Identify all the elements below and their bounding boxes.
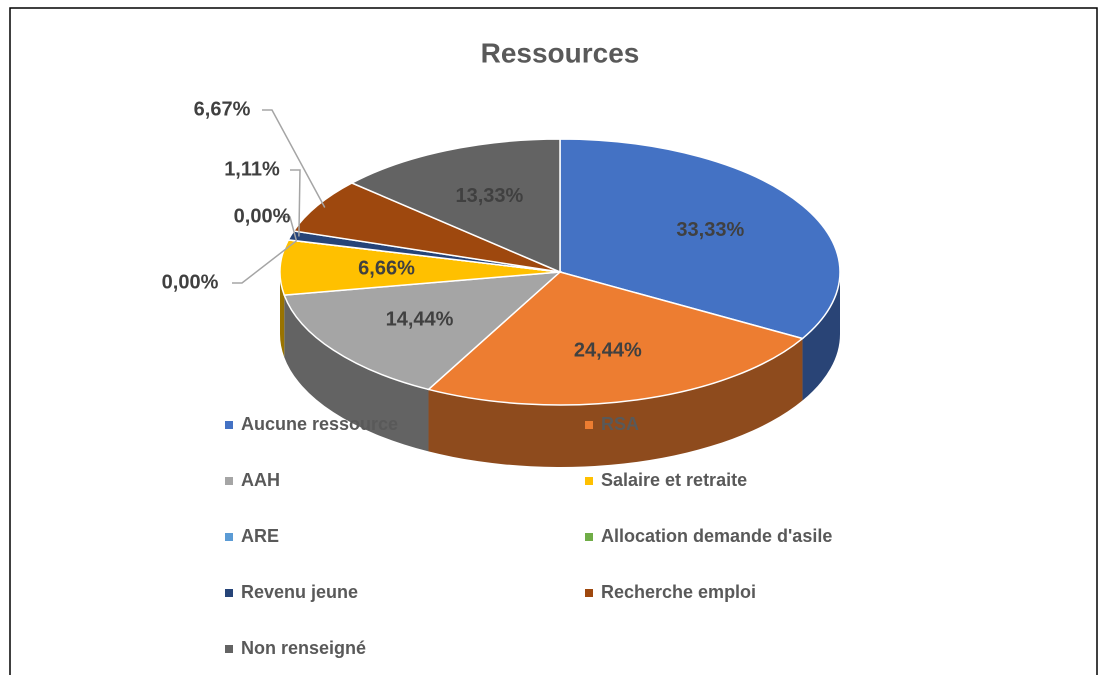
legend-label: ARE — [241, 526, 279, 546]
chart-title: Ressources — [481, 37, 640, 68]
frame — [9, 7, 1098, 675]
slice-side — [284, 295, 429, 452]
legend-label: Salaire et retraite — [601, 470, 747, 490]
data-label: 1,11% — [224, 158, 280, 180]
legend-swatch — [225, 421, 233, 429]
legend-swatch — [225, 589, 233, 597]
legend-label: Aucune ressource — [241, 414, 398, 434]
slice — [559, 138, 841, 340]
slice — [350, 138, 561, 274]
legend-label: RSA — [601, 414, 639, 434]
leader-line — [262, 109, 326, 208]
data-label: 33,33% — [676, 219, 744, 241]
slice — [292, 182, 561, 273]
data-label: 0,00% — [162, 271, 219, 293]
slice-side — [802, 272, 840, 401]
data-label: 6,66% — [358, 257, 415, 279]
slice — [283, 271, 563, 391]
leader-line — [290, 169, 301, 237]
legend-label: Revenu jeune — [241, 582, 358, 602]
slice — [279, 239, 561, 296]
data-label: 6,67% — [194, 98, 251, 120]
legend-swatch — [225, 533, 233, 541]
legend-label: Recherche emploi — [601, 582, 756, 602]
data-label: 0,00% — [234, 205, 291, 227]
legend-swatch — [225, 477, 233, 485]
legend-swatch — [585, 589, 593, 597]
legend-label: Non renseigné — [241, 638, 366, 658]
legend-swatch — [585, 533, 593, 541]
data-label: 13,33% — [455, 185, 523, 207]
data-label: 24,44% — [574, 340, 642, 362]
legend-swatch — [225, 645, 233, 653]
legend-swatch — [585, 421, 593, 429]
slice — [426, 271, 805, 406]
data-label: 14,44% — [386, 309, 454, 331]
legend-swatch — [585, 477, 593, 485]
leader-line — [280, 216, 298, 242]
legend-label: AAH — [241, 470, 280, 490]
leader-line — [232, 240, 297, 284]
legend-label: Allocation demande d'asile — [601, 526, 832, 546]
